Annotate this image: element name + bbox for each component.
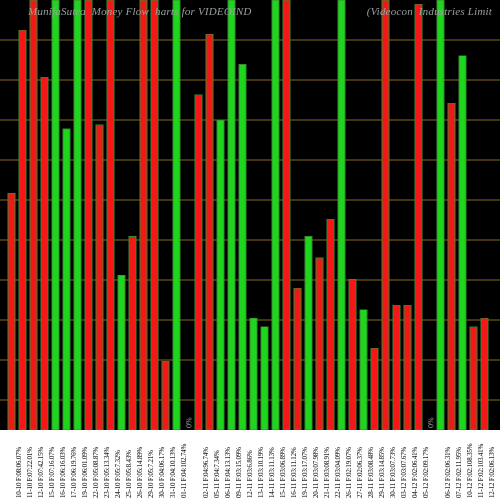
x-tick-label: 29-10 F:05:7.21% — [147, 450, 155, 498]
x-tick-label: 25-10 F:05:8.43% — [125, 450, 133, 498]
bar — [96, 125, 103, 430]
x-tick-label: 29-11 F:03:14.85% — [378, 447, 386, 498]
x-tick-label: 26-10 F:05:14.89% — [136, 447, 144, 498]
bar — [162, 361, 169, 430]
x-tick-label: 07-12 F:02:11.95% — [455, 447, 463, 498]
x-tick-label: 06-12 F:02:06.31% — [444, 447, 452, 498]
bar — [338, 0, 345, 430]
bar — [415, 4, 422, 430]
x-tick-label: 27-11 F:02:06.37% — [356, 447, 364, 498]
bar — [118, 275, 125, 430]
bar — [250, 318, 257, 430]
x-tick-label: 13-11 F:03:10.19% — [257, 447, 265, 498]
x-tick-label: 12-10 F:07:42.15% — [37, 447, 45, 498]
money-flow-chart: 0% 0% — [0, 0, 500, 430]
x-tick-label: 02-11 F:04:96.74% — [202, 447, 210, 498]
bar — [173, 0, 180, 430]
bar — [360, 310, 367, 430]
bar — [217, 120, 224, 430]
bar — [305, 237, 312, 431]
x-tick-label: 20-11 F:03:07.98% — [312, 447, 320, 498]
title-right: (Videocon Industries Limit — [367, 6, 492, 18]
x-tick-label: 16-10 F:06:16.03% — [59, 447, 67, 498]
x-tick-label: 11-10 F:07:22.01% — [26, 447, 34, 498]
bar — [228, 0, 235, 430]
bar — [195, 95, 202, 430]
x-tick-label: 31-10 F:04:10.13% — [169, 447, 177, 498]
bar — [239, 65, 246, 431]
bar — [470, 327, 477, 430]
bar — [437, 0, 444, 430]
x-tick-label: 19-11 F:03:17.07% — [301, 447, 309, 498]
x-tick-label: 16-11 F:03:11.12% — [290, 447, 298, 498]
x-tick-label: 01-11 F:04:102.74% — [180, 444, 188, 498]
chart-viewport: 0% 0% MunifaSutra Money Flow harts for VI… — [0, 0, 500, 500]
x-tick-label: 10-10 F:08:06.07% — [15, 447, 23, 498]
axis-zero-label: 0% — [427, 417, 436, 428]
title-left-b: harts for VIDEOIND — [155, 6, 252, 18]
x-tick-label: 30-10 F:04:06.17% — [158, 447, 166, 498]
bar — [30, 0, 37, 430]
bar — [283, 0, 290, 430]
x-tick-label: 04-12 F:02:06.41% — [411, 447, 419, 498]
bar — [459, 56, 466, 430]
x-tick-label: 17-10 F:06:19.76% — [70, 447, 78, 498]
x-tick-label: 22-10 F:05:08.87% — [92, 447, 100, 498]
x-tick-label: 22-11 F:03:04.09% — [334, 447, 342, 498]
x-tick-label: 24-10 F:05:7.32% — [114, 450, 122, 498]
bar — [371, 348, 378, 430]
bar — [382, 0, 389, 430]
bar — [349, 280, 356, 431]
bar — [448, 103, 455, 430]
x-tick-label: 03-12 F:03:07.67% — [400, 447, 408, 498]
bar — [8, 194, 15, 431]
x-tick-label: 05-11 F:04:7.34% — [213, 451, 221, 499]
x-tick-label: 12-11 F:03:6.86% — [246, 451, 254, 499]
x-tick-label: 09-11 F:03:15.09% — [235, 447, 243, 498]
x-axis-labels: 10-10 F:08:06.07%11-10 F:07:22.01%12-10 … — [0, 430, 500, 500]
x-tick-label: 26-11 F:02:19.07% — [345, 447, 353, 498]
x-tick-label: 05-12 F:02:09.17% — [422, 447, 430, 498]
x-tick-label: 11-12 F:02:103.41% — [477, 444, 485, 498]
bar — [140, 0, 147, 430]
bar — [261, 327, 268, 430]
axis-zero-label: 0% — [185, 417, 194, 428]
bar — [206, 34, 213, 430]
bar — [74, 0, 81, 430]
bar — [63, 129, 70, 430]
bar — [85, 0, 92, 430]
bar — [316, 258, 323, 430]
x-tick-label: 23-10 F:05:13.34% — [103, 447, 111, 498]
bar — [19, 30, 26, 430]
bar — [129, 237, 136, 431]
bar — [272, 0, 279, 430]
x-tick-label: 19-10 F:06:01.09% — [81, 447, 89, 498]
x-tick-label: 28-11 F:03:08.48% — [367, 447, 375, 498]
title-left-a: MunifaSutra Money Flow — [28, 6, 149, 18]
bar — [327, 219, 334, 430]
bar — [294, 288, 301, 430]
bar — [151, 0, 158, 430]
x-tick-label: 15-10 F:07:16.07% — [48, 447, 56, 498]
x-tick-label: 21-11 F:03:08.91% — [323, 447, 331, 498]
bar — [481, 318, 488, 430]
x-tick-label: 15-11 F:03:06.89% — [279, 447, 287, 498]
bar — [404, 305, 411, 430]
x-tick-label: 12-12 F:02:06.13% — [488, 447, 496, 498]
x-tick-label: 10-12 F:02:108.35% — [466, 444, 474, 498]
x-tick-label: 14-11 F:03:11.13% — [268, 447, 276, 498]
x-tick-label: 30-11 F:03:07.73% — [389, 447, 397, 498]
bar — [52, 0, 59, 430]
bar — [41, 77, 48, 430]
x-tick-label: 06-11 F:04:13.13% — [224, 447, 232, 498]
bar — [107, 0, 114, 430]
bar — [393, 305, 400, 430]
chart-title: MunifaSutra Money Flow harts for VIDEOIN… — [0, 6, 500, 18]
